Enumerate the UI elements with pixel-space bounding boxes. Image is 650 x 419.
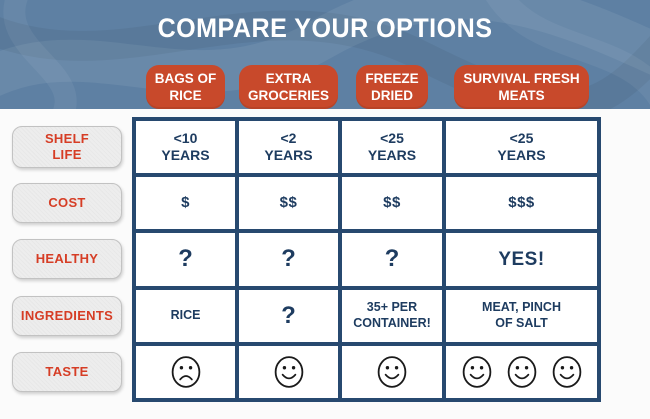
table-row-shelf-life: <10 YEARS <2 YEARS <25 YEARS <25 YEARS [136,121,597,174]
table-cell: $$$ [446,177,597,230]
table-cell [136,345,235,398]
row-label-ingredients: INGREDIENTS [12,295,122,336]
table-cell: 35+ PER CONTAINER! [342,289,442,342]
column-header-slot: FREEZE DRIED [342,64,442,110]
table-cell: ? [239,289,338,342]
column-header-slot: BAGS OF RICE [136,64,235,110]
happy-face-icon [461,355,493,389]
column-header-extra-groceries: EXTRA GROCERIES [239,65,339,109]
table-cell: $ [136,177,235,230]
table-row-cost: $ $$ $$ $$$ [136,177,597,230]
table-row-healthy: ??? YES! [136,233,597,286]
happy-face-icon [551,355,583,389]
happy-face-icon [506,355,538,389]
table-cell: ? [239,233,338,286]
table-cell [446,345,597,398]
row-label-slot: HEALTHY [10,233,124,285]
page-title: COMPARE YOUR OPTIONS [157,13,493,43]
column-header-slot: SURVIVAL FRESH MEATS [446,64,597,110]
column-header-freeze-dried: FREEZE DRIED [356,65,428,109]
table-cell: ? [136,233,235,286]
row-label-slot: TASTE [10,346,124,398]
table-cell: <2 YEARS [239,121,338,174]
column-headers: BAGS OF RICE EXTRA GROCERIES FREEZE DRIE… [136,64,597,110]
table-row-ingredients: RICE? 35+ PER CONTAINER! MEAT, PINCH OF SA… [136,289,597,342]
table-cell: YES! [446,233,597,286]
row-label-healthy: HEALTHY [12,239,122,280]
happy-face-icon [273,355,305,389]
header-banner: COMPARE YOUR OPTIONS [0,0,650,109]
sad-face-icon [170,355,202,389]
row-labels: SHELF LIFE COST HEALTHY INGREDIENTS TASTE [10,117,124,402]
column-header-slot: EXTRA GROCERIES [239,64,339,110]
happy-face-icon [376,355,408,389]
row-label-cost: COST [12,183,122,224]
table-cell [239,345,338,398]
row-label-shelf-life: SHELF LIFE [12,126,122,169]
table-cell: MEAT, PINCH OF SALT [446,289,597,342]
table-cell: <25 YEARS [446,121,597,174]
table-cell: $$ [342,177,442,230]
table-cell [342,345,442,398]
table-cell: ? [342,233,442,286]
column-header-bags-of-rice: BAGS OF RICE [145,65,226,109]
row-label-slot: COST [10,177,124,229]
table-row-taste [136,345,597,398]
background-swirls-icon [0,0,650,109]
comparison-table: <10 YEARS <2 YEARS <25 YEARS <25 YEARS $ $$ $$… [132,117,601,402]
table-cell: <25 YEARS [342,121,442,174]
row-label-slot: INGREDIENTS [10,290,124,342]
row-label-taste: TASTE [12,351,122,392]
table-cell: RICE [136,289,235,342]
table-cell: $$ [239,177,338,230]
table-cell: <10 YEARS [136,121,235,174]
column-header-survival-fresh-meats: SURVIVAL FRESH MEATS [454,65,589,109]
row-label-slot: SHELF LIFE [10,121,124,173]
